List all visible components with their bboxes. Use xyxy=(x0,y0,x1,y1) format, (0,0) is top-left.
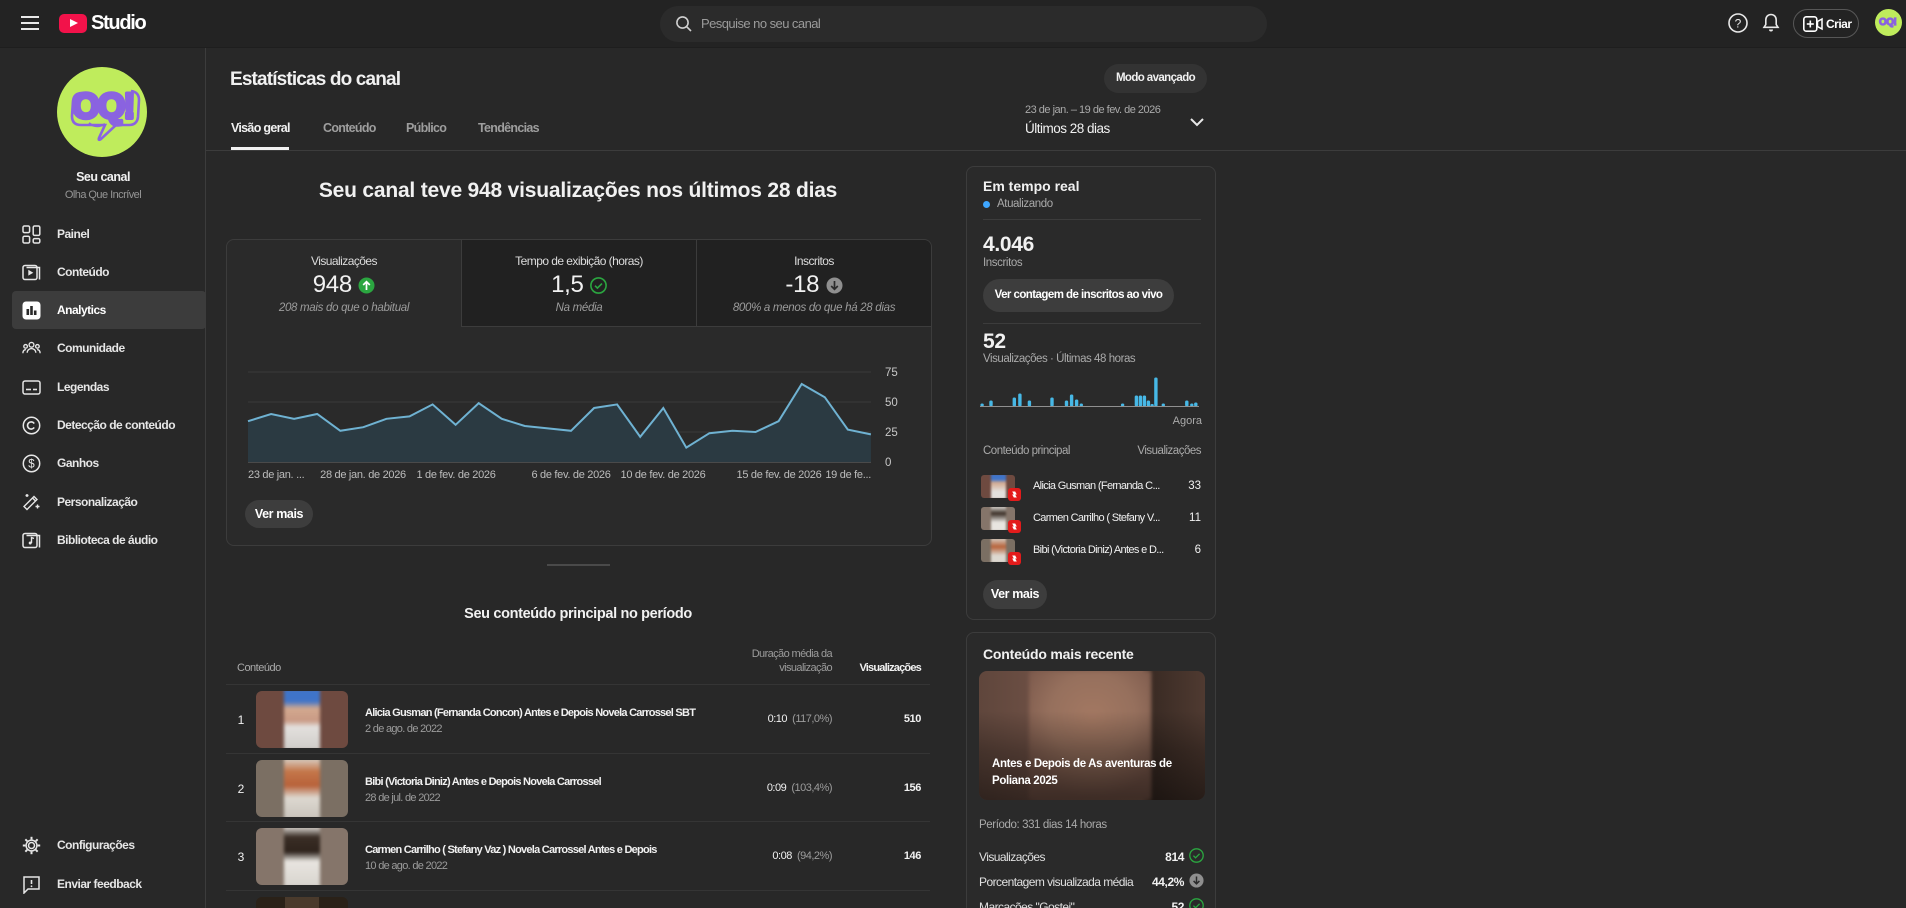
svg-text:?: ? xyxy=(1735,17,1742,31)
svg-text:50: 50 xyxy=(885,397,898,409)
svg-text:1 de fev. de 2026: 1 de fev. de 2026 xyxy=(416,469,495,481)
svg-text:25: 25 xyxy=(885,427,898,439)
svg-text:19 de fe...: 19 de fe... xyxy=(825,469,871,481)
svg-text:75: 75 xyxy=(885,367,898,379)
svg-text:28 de jan. de 2026: 28 de jan. de 2026 xyxy=(320,469,406,481)
svg-text:23 de jan. ...: 23 de jan. ... xyxy=(248,469,305,481)
svg-text:10 de fev. de 2026: 10 de fev. de 2026 xyxy=(621,469,706,481)
svg-text:0: 0 xyxy=(885,457,891,469)
svg-text:15 de fev. de 2026: 15 de fev. de 2026 xyxy=(737,469,822,481)
svg-text:$: $ xyxy=(28,459,35,471)
svg-text:OQ!: OQ! xyxy=(72,87,134,126)
svg-text:6 de fev. de 2026: 6 de fev. de 2026 xyxy=(531,469,610,481)
